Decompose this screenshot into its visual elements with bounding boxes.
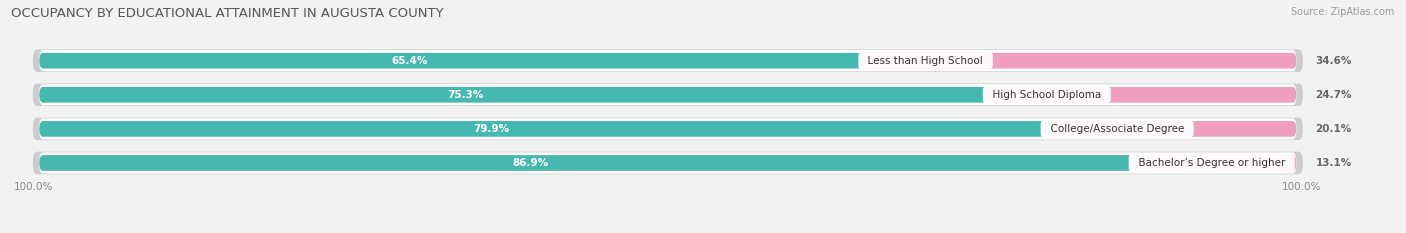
FancyBboxPatch shape (39, 53, 862, 69)
FancyBboxPatch shape (32, 118, 1303, 140)
FancyBboxPatch shape (39, 87, 986, 103)
Text: 65.4%: 65.4% (391, 56, 427, 66)
Text: High School Diploma: High School Diploma (986, 90, 1108, 100)
Text: 13.1%: 13.1% (1316, 158, 1351, 168)
Text: 20.1%: 20.1% (1316, 124, 1351, 134)
FancyBboxPatch shape (32, 152, 1303, 174)
FancyBboxPatch shape (32, 84, 1303, 106)
Text: College/Associate Degree: College/Associate Degree (1043, 124, 1191, 134)
FancyBboxPatch shape (39, 121, 1043, 137)
FancyBboxPatch shape (1043, 121, 1296, 137)
Text: 100.0%: 100.0% (14, 182, 53, 192)
FancyBboxPatch shape (39, 155, 1132, 171)
Text: Bachelor’s Degree or higher: Bachelor’s Degree or higher (1132, 158, 1292, 168)
Text: 34.6%: 34.6% (1316, 56, 1351, 66)
Text: 24.7%: 24.7% (1316, 90, 1351, 100)
FancyBboxPatch shape (1132, 155, 1296, 171)
Text: OCCUPANCY BY EDUCATIONAL ATTAINMENT IN AUGUSTA COUNTY: OCCUPANCY BY EDUCATIONAL ATTAINMENT IN A… (11, 7, 444, 20)
Text: Source: ZipAtlas.com: Source: ZipAtlas.com (1291, 7, 1395, 17)
FancyBboxPatch shape (39, 118, 1296, 140)
Text: 100.0%: 100.0% (1282, 182, 1322, 192)
Text: 79.9%: 79.9% (474, 124, 509, 134)
FancyBboxPatch shape (32, 49, 1303, 72)
FancyBboxPatch shape (39, 84, 1296, 105)
FancyBboxPatch shape (986, 87, 1296, 103)
FancyBboxPatch shape (39, 152, 1296, 174)
Text: Less than High School: Less than High School (862, 56, 990, 66)
Text: 75.3%: 75.3% (447, 90, 484, 100)
FancyBboxPatch shape (39, 50, 1296, 71)
Text: 86.9%: 86.9% (513, 158, 548, 168)
FancyBboxPatch shape (862, 53, 1296, 69)
Legend: Owner-occupied, Renter-occupied: Owner-occupied, Renter-occupied (546, 230, 790, 233)
